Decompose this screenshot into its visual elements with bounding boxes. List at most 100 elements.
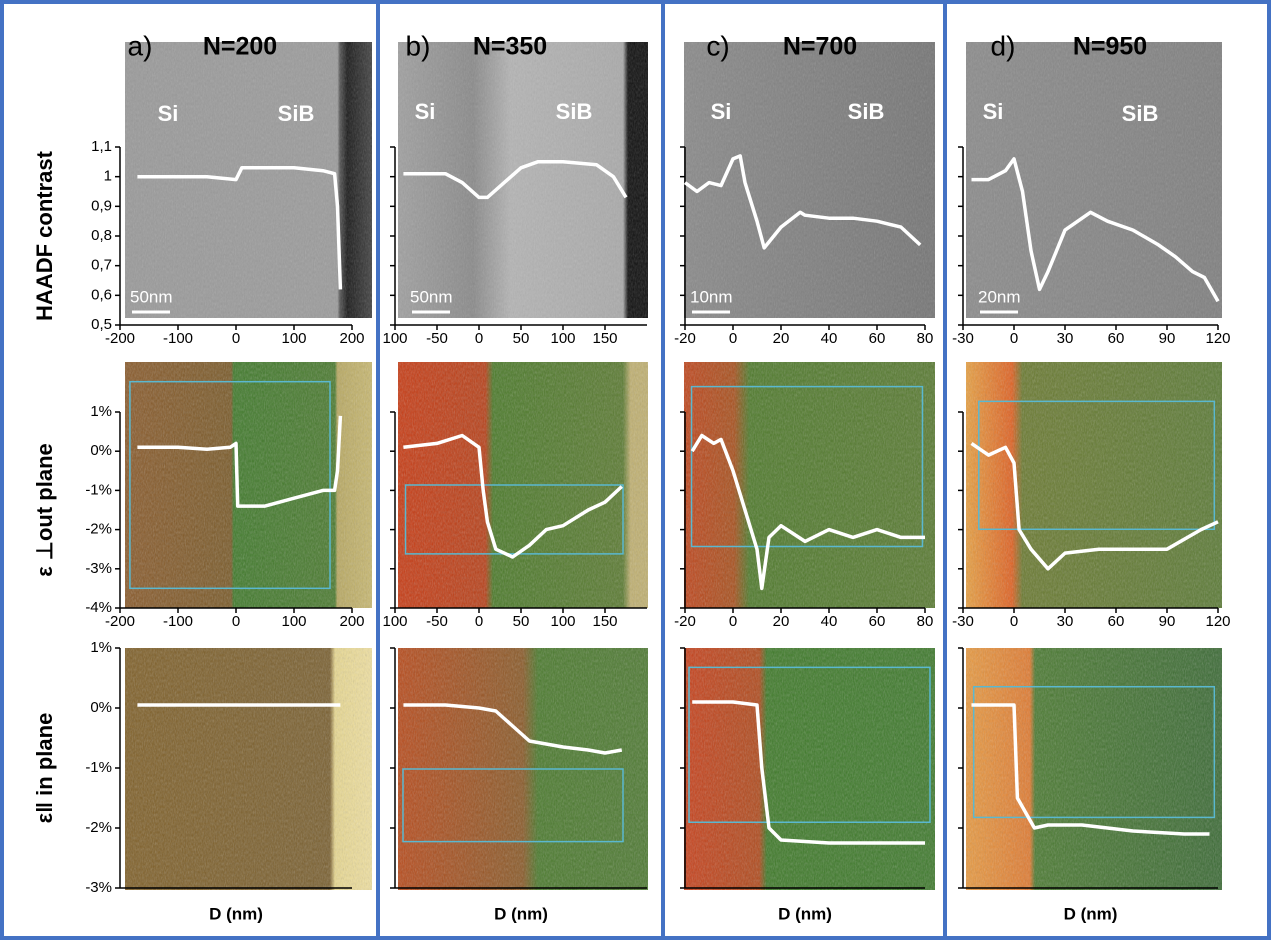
roi-box: [972, 685, 1216, 819]
x-tick-label: 40: [821, 613, 838, 630]
y-tick-label: 1,1: [91, 138, 112, 155]
x-tick-label: 100: [382, 330, 407, 347]
x-tick-label: 200: [339, 330, 364, 347]
x-tick-label: 0: [1010, 613, 1018, 630]
scale-label: 50nm: [130, 287, 173, 306]
x-tick-label: -50: [426, 330, 448, 347]
x-tick-label: 20: [773, 613, 790, 630]
profile-line: [403, 160, 628, 200]
x-axis-label: D (nm): [1064, 904, 1118, 923]
x-tick-label: 40: [821, 330, 838, 347]
y-tick-label: -1%: [85, 759, 112, 776]
x-tick-label: 60: [1108, 330, 1125, 347]
y-tick-label: 0%: [90, 442, 112, 459]
x-tick-label: 0: [475, 613, 483, 630]
y-tick-label: -2%: [85, 819, 112, 836]
noise: [684, 648, 935, 890]
profile-line: [137, 166, 343, 290]
x-tick-label: 0: [232, 330, 240, 347]
x-tick-label: 90: [1159, 330, 1176, 347]
x-tick-label: 120: [1205, 613, 1230, 630]
region-label: SiB: [556, 99, 593, 124]
x-tick-label: 0: [729, 613, 737, 630]
y-axis-label: ε ⊥out plane: [32, 443, 57, 577]
y-tick-label: -3%: [85, 879, 112, 896]
x-tick-label: -50: [426, 613, 448, 630]
y-tick-label: -1%: [85, 481, 112, 498]
profile-line: [137, 415, 343, 508]
x-tick-label: 100: [281, 330, 306, 347]
profile-line: [971, 157, 1220, 303]
scale-label: 50nm: [410, 287, 453, 306]
x-tick-label: 0: [475, 330, 483, 347]
y-tick-label: 0,6: [91, 286, 112, 303]
x-axis-label: D (nm): [209, 904, 263, 923]
y-tick-label: -2%: [85, 521, 112, 538]
profile-line: [403, 433, 623, 559]
y-tick-label: 1%: [90, 639, 112, 656]
x-axis-label: D (nm): [778, 904, 832, 923]
x-tick-label: 30: [1057, 330, 1074, 347]
x-tick-label: -20: [674, 613, 696, 630]
panel-label: a): [128, 30, 153, 61]
y-tick-label: 1%: [90, 403, 112, 420]
profile-line: [692, 700, 925, 845]
x-tick-label: 50: [513, 613, 530, 630]
x-tick-label: 100: [382, 613, 407, 630]
x-tick-label: -100: [163, 330, 193, 347]
x-tick-label: 0: [1010, 330, 1018, 347]
region-label: SiB: [848, 99, 885, 124]
x-tick-label: -20: [674, 330, 696, 347]
x-tick-label: 20: [773, 330, 790, 347]
scale-label: 20nm: [978, 287, 1021, 306]
panel-title: N=350: [473, 33, 547, 61]
x-tick-label: 100: [550, 330, 575, 347]
x-tick-label: 120: [1205, 330, 1230, 347]
profile-line: [971, 703, 1210, 836]
noise: [684, 362, 935, 608]
x-tick-label: -30: [952, 613, 974, 630]
x-tick-label: 100: [281, 613, 306, 630]
noise: [966, 42, 1222, 318]
noise: [125, 648, 372, 890]
profile-line: [403, 703, 623, 755]
x-tick-label: -100: [163, 613, 193, 630]
scale-label: 10nm: [690, 287, 733, 306]
profile-line: [690, 433, 925, 591]
panel-title: N=200: [203, 33, 277, 61]
profile-line: [683, 154, 922, 250]
region-label: Si: [158, 101, 179, 126]
y-tick-label: 0,7: [91, 257, 112, 274]
panel-label: d): [991, 30, 1016, 61]
noise: [125, 42, 372, 318]
y-tick-label: -4%: [85, 599, 112, 616]
x-tick-label: 80: [917, 330, 934, 347]
region-label: Si: [983, 99, 1004, 124]
y-tick-label: 1: [104, 168, 112, 185]
x-tick-label: 60: [869, 330, 886, 347]
roi-box: [402, 768, 624, 843]
y-axis-label: ε‖ in plane: [32, 713, 57, 824]
x-tick-label: 0: [729, 330, 737, 347]
x-tick-label: 150: [592, 330, 617, 347]
roi-box: [978, 400, 1216, 531]
y-tick-label: 0,9: [91, 197, 112, 214]
panel-label: b): [406, 30, 431, 61]
panel-label: c): [706, 30, 729, 61]
y-tick-label: 0,8: [91, 227, 112, 244]
x-tick-label: 0: [232, 613, 240, 630]
panel-title: N=700: [783, 33, 857, 61]
roi-box: [688, 666, 931, 823]
x-tick-label: 50: [513, 330, 530, 347]
x-tick-label: 150: [592, 613, 617, 630]
x-tick-label: 60: [1108, 613, 1125, 630]
x-tick-label: 200: [339, 613, 364, 630]
y-tick-label: 0,5: [91, 316, 112, 333]
y-tick-label: 0%: [90, 699, 112, 716]
profile-line: [970, 441, 1219, 571]
x-tick-label: 60: [869, 613, 886, 630]
x-tick-label: -200: [105, 330, 135, 347]
x-tick-label: 30: [1057, 613, 1074, 630]
x-tick-label: 100: [550, 613, 575, 630]
